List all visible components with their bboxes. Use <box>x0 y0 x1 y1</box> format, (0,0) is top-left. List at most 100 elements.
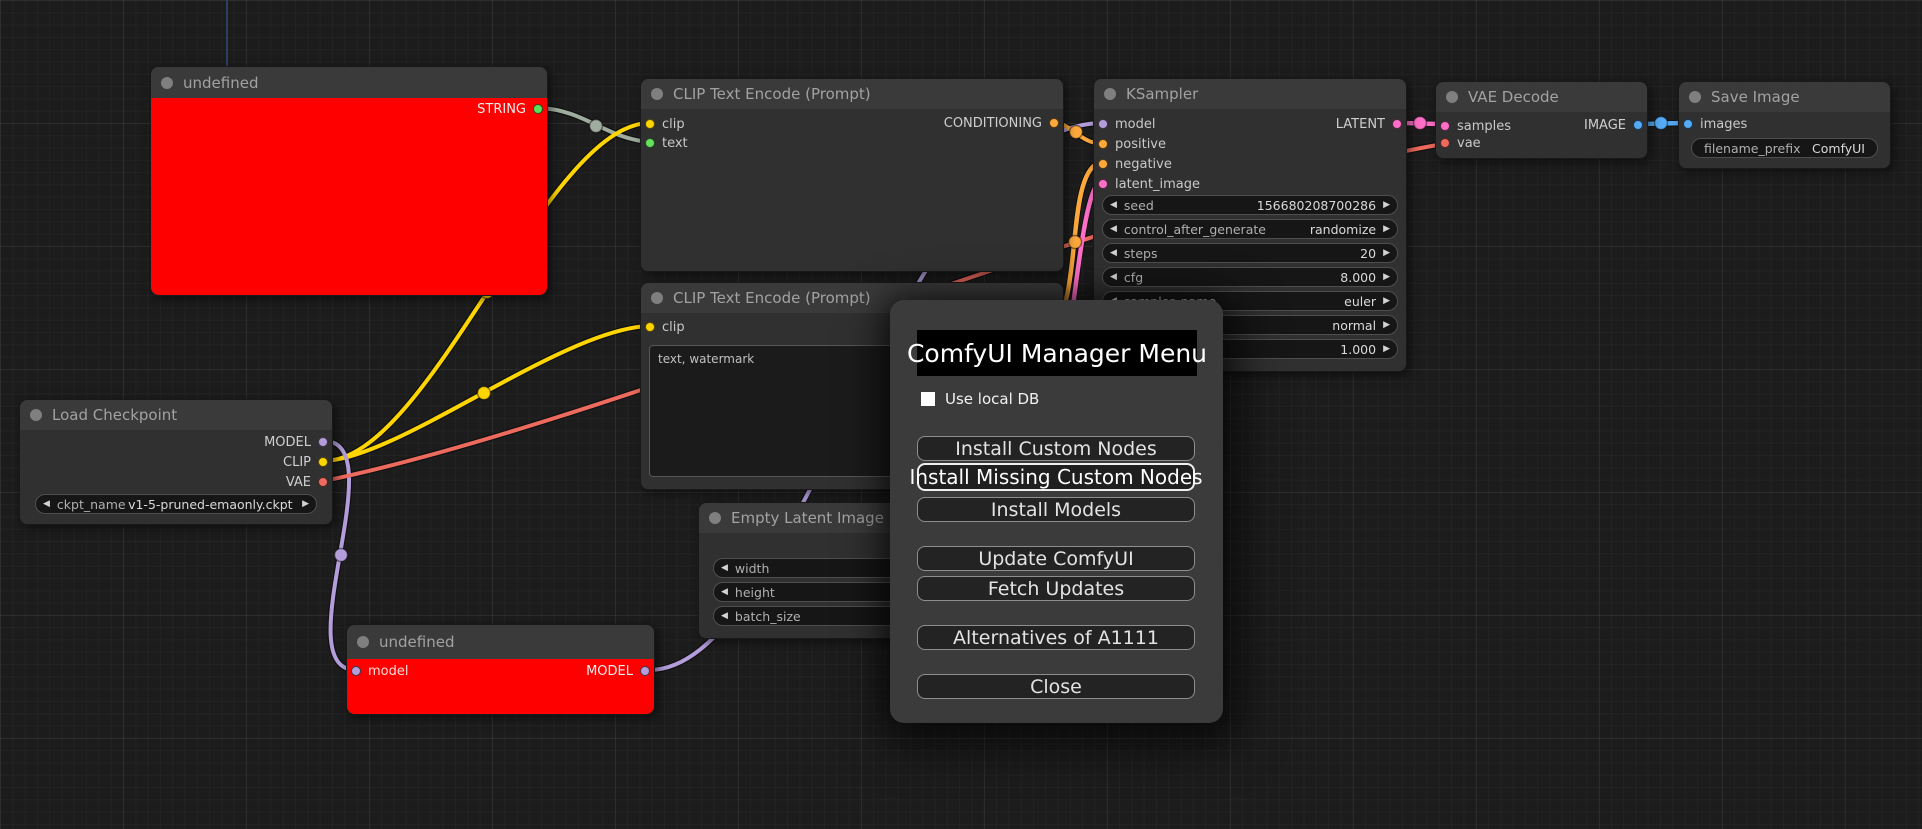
output-port-model[interactable] <box>640 666 650 676</box>
collapse-dot-icon[interactable] <box>651 88 663 100</box>
increment-icon[interactable]: ▶ <box>302 499 309 509</box>
decrement-icon[interactable]: ◀ <box>721 587 728 597</box>
input-label: negative <box>1115 156 1172 172</box>
link-dot <box>1653 115 1669 131</box>
decrement-icon[interactable]: ◀ <box>1110 200 1117 210</box>
output-label: CLIP <box>283 454 311 470</box>
close-button[interactable]: Close <box>917 674 1195 699</box>
input-label: clip <box>662 319 685 335</box>
install-missing-custom-nodes-button[interactable]: Install Missing Custom Nodes <box>909 463 1203 491</box>
widget-control-after-generate[interactable]: ◀ control_after_generate randomize ▶ <box>1102 219 1398 239</box>
input-label: model <box>1115 116 1156 132</box>
output-port-vae[interactable] <box>318 477 328 487</box>
input-port-samples[interactable] <box>1440 121 1450 131</box>
node-titlebar[interactable]: VAE Decode <box>1436 82 1647 112</box>
decrement-icon[interactable]: ◀ <box>1110 224 1117 234</box>
collapse-dot-icon[interactable] <box>651 292 663 304</box>
node-titlebar[interactable]: Load Checkpoint <box>20 400 332 430</box>
increment-icon[interactable]: ▶ <box>1383 224 1390 234</box>
alternatives-of-a1111-button[interactable]: Alternatives of A1111 <box>917 625 1195 650</box>
collapse-dot-icon[interactable] <box>1689 91 1701 103</box>
output-label: LATENT <box>1335 116 1385 132</box>
decrement-icon[interactable]: ◀ <box>1110 272 1117 282</box>
node-title: CLIP Text Encode (Prompt) <box>673 289 871 307</box>
output-port-string[interactable] <box>533 104 543 114</box>
node-title: Save Image <box>1711 88 1800 106</box>
link-dot <box>333 547 349 563</box>
output-port-image[interactable] <box>1633 120 1643 130</box>
update-comfyui-button[interactable]: Update ComfyUI <box>917 546 1195 571</box>
link-dot <box>1068 124 1084 140</box>
widget-seed[interactable]: ◀ seed 156680208700286 ▶ <box>1102 195 1398 215</box>
node-titlebar[interactable]: Save Image <box>1679 82 1890 112</box>
input-port-latent-image[interactable] <box>1098 179 1108 189</box>
use-local-db-row[interactable]: Use local DB <box>921 390 1039 408</box>
link-dot <box>1412 115 1428 131</box>
input-port-model[interactable] <box>351 666 361 676</box>
input-port-text[interactable] <box>645 138 655 148</box>
collapse-dot-icon[interactable] <box>709 512 721 524</box>
input-port-vae[interactable] <box>1440 138 1450 148</box>
output-label: IMAGE <box>1583 117 1626 133</box>
output-port-clip[interactable] <box>318 457 328 467</box>
collapse-dot-icon[interactable] <box>1446 91 1458 103</box>
input-port-images[interactable] <box>1683 119 1693 129</box>
output-port-latent[interactable] <box>1392 119 1402 129</box>
input-port-positive[interactable] <box>1098 139 1108 149</box>
use-local-db-label: Use local DB <box>945 390 1040 408</box>
node-save-image[interactable]: Save Image images filename_prefix ComfyU… <box>1678 81 1891 169</box>
input-port-clip[interactable] <box>645 119 655 129</box>
link-dot <box>476 385 492 401</box>
input-label: clip <box>662 116 685 132</box>
node-title: CLIP Text Encode (Prompt) <box>673 85 871 103</box>
node-body-error <box>347 659 654 714</box>
widget-ckpt-name[interactable]: ◀ ckpt_name v1-5-pruned-emaonly.ckpt ▶ <box>35 494 317 514</box>
node-undefined-top[interactable]: undefined STRING <box>150 66 548 296</box>
link-dot <box>588 118 604 134</box>
input-port-clip[interactable] <box>645 322 655 332</box>
increment-icon[interactable]: ▶ <box>1383 248 1390 258</box>
node-titlebar[interactable]: CLIP Text Encode (Prompt) <box>641 79 1063 109</box>
node-clip-text-encode-1[interactable]: CLIP Text Encode (Prompt) clip text COND… <box>640 78 1064 272</box>
node-vae-decode[interactable]: VAE Decode samples vae IMAGE <box>1435 81 1648 159</box>
increment-icon[interactable]: ▶ <box>1383 320 1390 330</box>
node-title: Load Checkpoint <box>52 406 178 424</box>
input-port-model[interactable] <box>1098 119 1108 129</box>
output-port-conditioning[interactable] <box>1049 118 1059 128</box>
decrement-icon[interactable]: ◀ <box>1110 248 1117 258</box>
node-undefined-bottom[interactable]: undefined model MODEL <box>346 624 655 715</box>
node-load-checkpoint[interactable]: Load Checkpoint MODEL CLIP VAE ◀ ckpt_na… <box>19 399 333 525</box>
node-titlebar[interactable]: undefined <box>347 625 654 659</box>
increment-icon[interactable]: ▶ <box>1383 200 1390 210</box>
input-label: vae <box>1457 135 1481 151</box>
decrement-icon[interactable]: ◀ <box>721 563 728 573</box>
widget-filename-prefix[interactable]: filename_prefix ComfyUI <box>1691 138 1878 158</box>
output-port-model[interactable] <box>318 437 328 447</box>
node-titlebar[interactable]: undefined <box>151 67 547 98</box>
widget-cfg[interactable]: ◀ cfg 8.000 ▶ <box>1102 267 1398 287</box>
fetch-updates-button[interactable]: Fetch Updates <box>917 576 1195 601</box>
node-titlebar[interactable]: KSampler <box>1094 79 1406 109</box>
install-models-button[interactable]: Install Models <box>917 497 1195 522</box>
use-local-db-checkbox[interactable] <box>921 392 935 406</box>
install-custom-nodes-button[interactable]: Install Custom Nodes <box>917 436 1195 461</box>
decrement-icon[interactable]: ◀ <box>721 611 728 621</box>
increment-icon[interactable]: ▶ <box>1383 344 1390 354</box>
collapse-dot-icon[interactable] <box>30 409 42 421</box>
input-label: latent_image <box>1115 176 1201 192</box>
collapse-dot-icon[interactable] <box>161 76 173 89</box>
increment-icon[interactable]: ▶ <box>1383 272 1390 282</box>
input-port-negative[interactable] <box>1098 159 1108 169</box>
increment-icon[interactable]: ▶ <box>1383 296 1390 306</box>
node-title: undefined <box>183 73 259 92</box>
decrement-icon[interactable]: ◀ <box>43 499 50 509</box>
output-label: MODEL <box>264 434 311 450</box>
collapse-dot-icon[interactable] <box>357 636 369 648</box>
output-label: VAE <box>285 474 311 490</box>
collapse-dot-icon[interactable] <box>1104 88 1116 100</box>
output-label: CONDITIONING <box>943 115 1042 131</box>
node-title: VAE Decode <box>1468 88 1559 106</box>
widget-steps[interactable]: ◀ steps 20 ▶ <box>1102 243 1398 263</box>
input-label: text <box>662 135 688 151</box>
